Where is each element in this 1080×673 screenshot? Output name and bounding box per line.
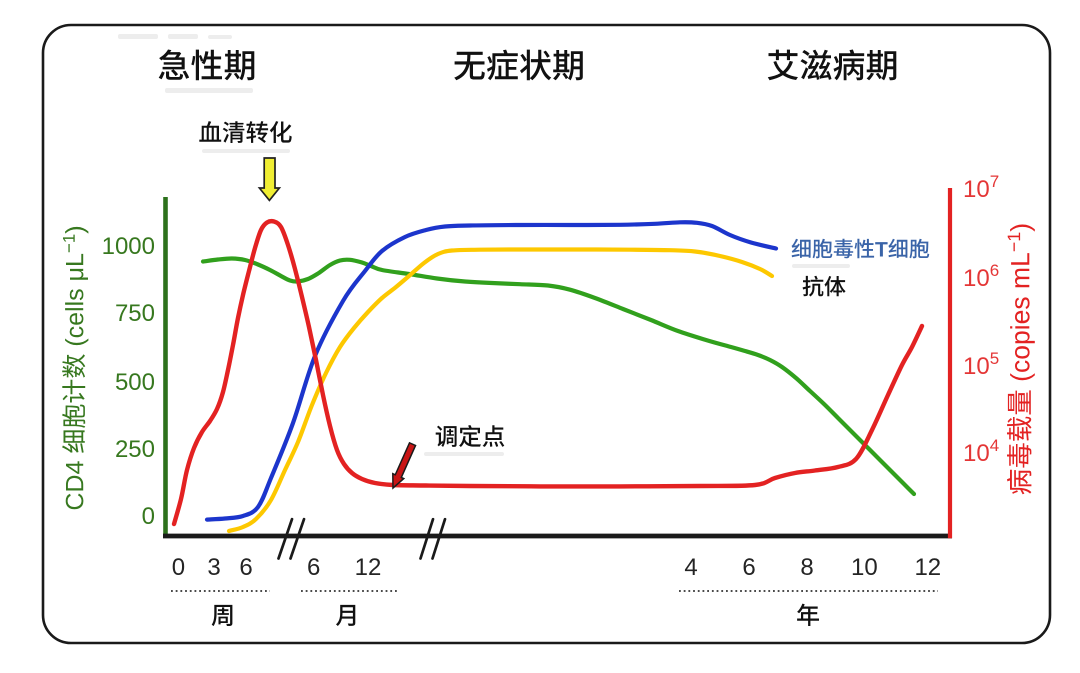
svg-text:6: 6 xyxy=(742,554,755,581)
svg-text:0: 0 xyxy=(142,503,155,530)
svg-text:1000: 1000 xyxy=(102,233,155,260)
svg-text:500: 500 xyxy=(115,369,155,396)
svg-text:12: 12 xyxy=(914,554,941,581)
svg-text:8: 8 xyxy=(800,554,813,581)
svg-text:250: 250 xyxy=(115,436,155,463)
svg-text:3: 3 xyxy=(207,554,220,581)
svg-text:6: 6 xyxy=(307,554,320,581)
svg-text:0: 0 xyxy=(172,554,185,581)
svg-text:4: 4 xyxy=(684,554,697,581)
svg-text:10: 10 xyxy=(851,554,878,581)
svg-text:6: 6 xyxy=(239,554,252,581)
svg-text:750: 750 xyxy=(115,300,155,327)
svg-text:12: 12 xyxy=(355,554,382,581)
